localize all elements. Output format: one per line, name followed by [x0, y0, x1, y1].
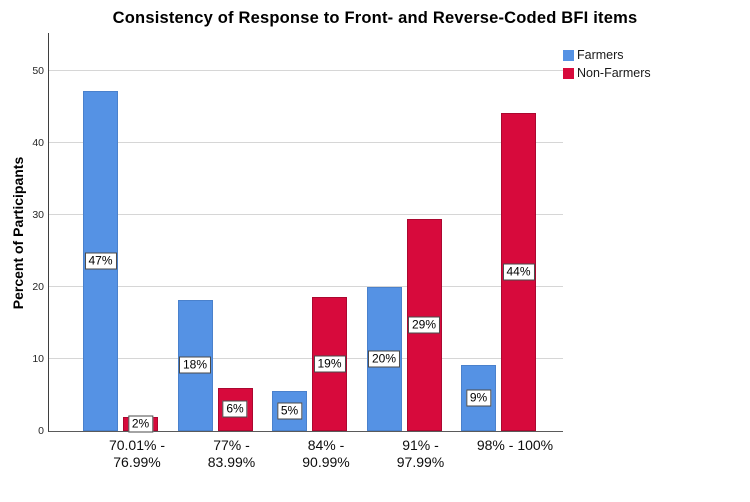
- legend: Farmers Non-Farmers: [563, 46, 651, 82]
- x-tick-label-4: 98% - 100%: [476, 437, 554, 453]
- gridline-30: [49, 214, 563, 215]
- bar-value-label: 29%: [407, 316, 441, 334]
- bar-value-label: 20%: [367, 350, 401, 368]
- y-tick-label-50: 50: [32, 65, 44, 77]
- bar-value-label: 5%: [276, 402, 303, 420]
- y-tick-label-0: 0: [38, 425, 44, 437]
- gridline-10: [49, 358, 563, 359]
- bar-value-label: 2%: [127, 415, 154, 433]
- legend-swatch-icon: [563, 49, 574, 61]
- plot-area: 47% 18% 5% 20% 9% 2% 6% 19% 29% 44%: [48, 33, 563, 433]
- x-tick-label-0: 70.01% - 76.99%: [108, 437, 166, 470]
- x-tick-label-3: 91% - 97.99%: [396, 437, 445, 470]
- y-axis-label: Percent of Participants: [10, 156, 26, 310]
- bar-value-label: 44%: [502, 263, 535, 281]
- legend-item-farmers: Farmers: [563, 46, 651, 64]
- y-tick-label-10: 10: [32, 353, 44, 365]
- y-tick-label-40: 40: [32, 137, 44, 149]
- y-tick-label-30: 30: [32, 209, 44, 221]
- gridline-20: [49, 286, 563, 287]
- legend-item-non-farmers: Non-Farmers: [563, 64, 651, 82]
- bar-value-label: 6%: [222, 400, 248, 418]
- legend-label: Non-Farmers: [577, 66, 651, 80]
- gridline-50: [49, 70, 563, 71]
- legend-label: Farmers: [577, 48, 624, 62]
- bar-value-label: 19%: [313, 355, 346, 373]
- chart-title: Consistency of Response to Front- and Re…: [112, 9, 638, 27]
- x-tick-label-2: 84% - 90.99%: [302, 437, 350, 470]
- bar-value-label: 9%: [465, 389, 492, 407]
- bar-value-label: 18%: [178, 356, 212, 374]
- gridline-40: [49, 142, 563, 143]
- x-tick-label-1: 77% - 83.99%: [207, 437, 256, 470]
- y-tick-label-20: 20: [32, 281, 44, 293]
- legend-swatch-icon: [563, 67, 574, 79]
- bar-value-label: 47%: [84, 252, 117, 270]
